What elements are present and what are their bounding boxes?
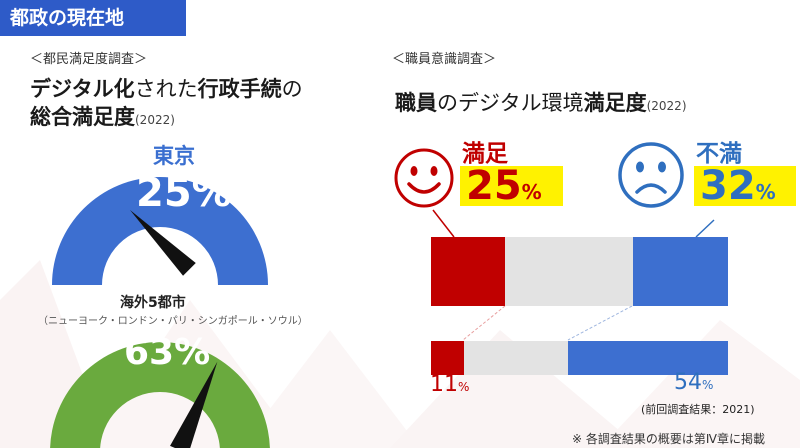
title-no: の [281,77,303,101]
title-staff: 職員 [395,91,437,115]
overseas-cities: （ニューヨーク・ロンドン・パリ・シンガポール・ソウル） [38,316,308,327]
left-title-line2: 総合満足度(2022) [30,104,175,134]
bar-2021-neutral [463,341,568,375]
dissatisfied-value: 32 [700,163,756,209]
citizen-survey-label: ＜都民満足度調査＞ [30,52,148,67]
bar-2022-satisfied [431,237,506,306]
prev-satisfied-unit: % [458,380,470,394]
overseas-value: 63 [124,332,175,373]
dissatisfied-unit: % [755,180,776,204]
overseas-unit: % [174,332,211,373]
overseas-gauge-needle [170,361,218,448]
satisfied-value: 25 [466,163,522,209]
tokyo-gauge [52,177,268,285]
overseas-percentage: 63% [124,332,210,373]
bar-2021-dissatisfied [567,341,728,375]
title-sareta: された [134,77,198,101]
right-title: 職員のデジタル環境満足度(2022) [395,90,687,120]
overseas-gauge [50,342,270,448]
tokyo-percentage: 25% [136,170,232,216]
title-digital-env: デジタル環境 [458,91,584,115]
tokyo-unit: % [191,170,232,216]
satisfied-highlight [460,166,563,206]
bar-2022-neutral [505,237,633,306]
footnote: ※ 各調査結果の概要は第Ⅳ章に掲載 [572,432,765,446]
overseas-label: 海外5都市 [120,295,186,311]
tokyo-gauge-arc [52,177,268,285]
dissatisfied-highlight [694,166,796,206]
title-overall-satisfaction: 総合満足度 [30,105,135,129]
sad-face-icon [618,142,684,208]
title-procedures: 行政手続 [197,77,282,101]
section-banner: 都政の現在地 [0,0,186,36]
title-no2: の [437,91,458,115]
bar-2021-satisfied [431,341,464,375]
satisfied-unit: % [521,180,542,204]
satisfied-percentage: 25% [466,166,542,212]
bar-2022-dissatisfied [632,237,728,306]
prev-dissatisfied-value: 54 [674,370,702,395]
prev-satisfied-percentage: 11% [430,372,469,397]
staff-survey-label: ＜職員意識調査＞ [392,52,497,67]
bar-2022 [431,237,728,306]
bar-2021 [431,341,728,375]
dissatisfied-label: 不満 [696,141,742,167]
left-title-year: (2022) [135,113,175,127]
tokyo-label: 東京 [153,144,195,168]
left-title-line1: デジタル化された行政手続の [30,76,303,103]
previous-survey-note: (前回調査結果：2021) [641,403,755,416]
prev-dissatisfied-unit: % [702,378,714,392]
title-satisfaction: 満足度 [583,91,647,115]
satisfied-label: 満足 [462,141,508,167]
tokyo-gauge-needle [130,210,196,276]
right-title-year: (2022) [646,99,687,113]
tokyo-value: 25 [136,170,192,216]
dissatisfied-percentage: 32% [700,166,776,212]
prev-dissatisfied-percentage: 54% [674,370,713,395]
smiley-face-icon [394,148,454,208]
prev-satisfied-value: 11 [430,372,458,397]
title-digital: デジタル化 [30,77,135,101]
